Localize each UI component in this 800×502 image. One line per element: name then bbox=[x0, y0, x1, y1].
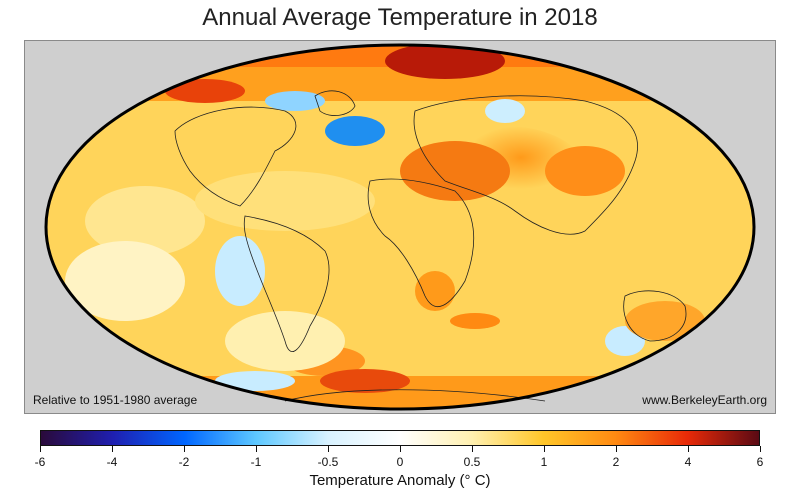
world-temperature-map bbox=[44, 43, 756, 411]
colorbar-tick-label: 6 bbox=[756, 455, 764, 469]
baseline-note: Relative to 1951-1980 average bbox=[33, 393, 198, 407]
colorbar-tick-label: -4 bbox=[106, 455, 118, 469]
colorbar-tick-label: 0 bbox=[396, 455, 404, 469]
colorbar-tick bbox=[688, 446, 689, 452]
colorbar-tick bbox=[616, 446, 617, 452]
colorbar-tick-label: 4 bbox=[684, 455, 692, 469]
colorbar-tick bbox=[472, 446, 473, 452]
source-url[interactable]: www.BerkeleyEarth.org bbox=[642, 393, 767, 407]
colorbar-tick bbox=[760, 446, 761, 452]
colorbar-tick-label: 2 bbox=[612, 455, 620, 469]
colorbar-tick bbox=[544, 446, 545, 452]
colorbar-tick bbox=[40, 446, 41, 452]
colorbar-tick bbox=[400, 446, 401, 452]
colorbar-tick-label: -0.5 bbox=[317, 455, 339, 469]
colorbar-tick-label: 0.5 bbox=[463, 455, 481, 469]
globe-outline bbox=[44, 43, 756, 411]
colorbar-tick-label: -2 bbox=[178, 455, 190, 469]
coastlines bbox=[174, 90, 687, 402]
colorbar-tick-label: -1 bbox=[250, 455, 262, 469]
colorbar-tick bbox=[112, 446, 113, 452]
colorbar-tick-label: 1 bbox=[540, 455, 548, 469]
colorbar-tick bbox=[256, 446, 257, 452]
colorbar bbox=[40, 430, 760, 446]
colorbar-title: Temperature Anomaly (° C) bbox=[309, 472, 491, 489]
colorbar-tick bbox=[184, 446, 185, 452]
map-panel: Relative to 1951-1980 average www.Berkel… bbox=[24, 40, 776, 414]
colorbar-tick bbox=[328, 446, 329, 452]
anomaly-field bbox=[46, 45, 754, 409]
chart-title: Annual Average Temperature in 2018 bbox=[202, 4, 598, 31]
colorbar-tick-label: -6 bbox=[34, 455, 46, 469]
